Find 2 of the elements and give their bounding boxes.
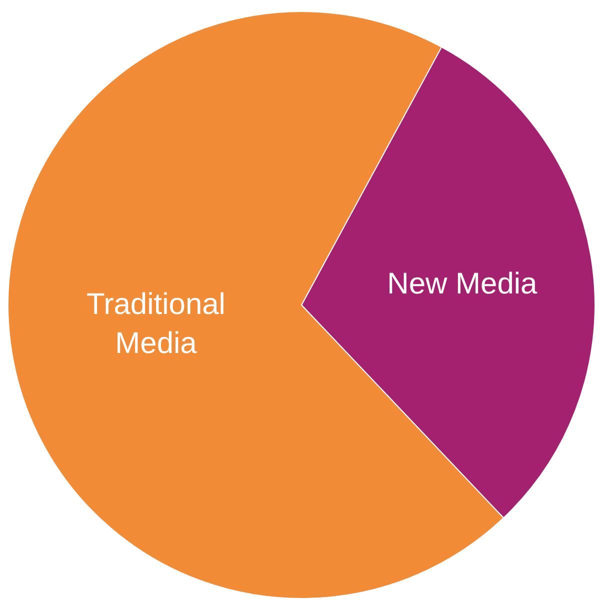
slice-label: New Media [387, 267, 538, 300]
slice-label: Traditional Media [86, 288, 226, 360]
